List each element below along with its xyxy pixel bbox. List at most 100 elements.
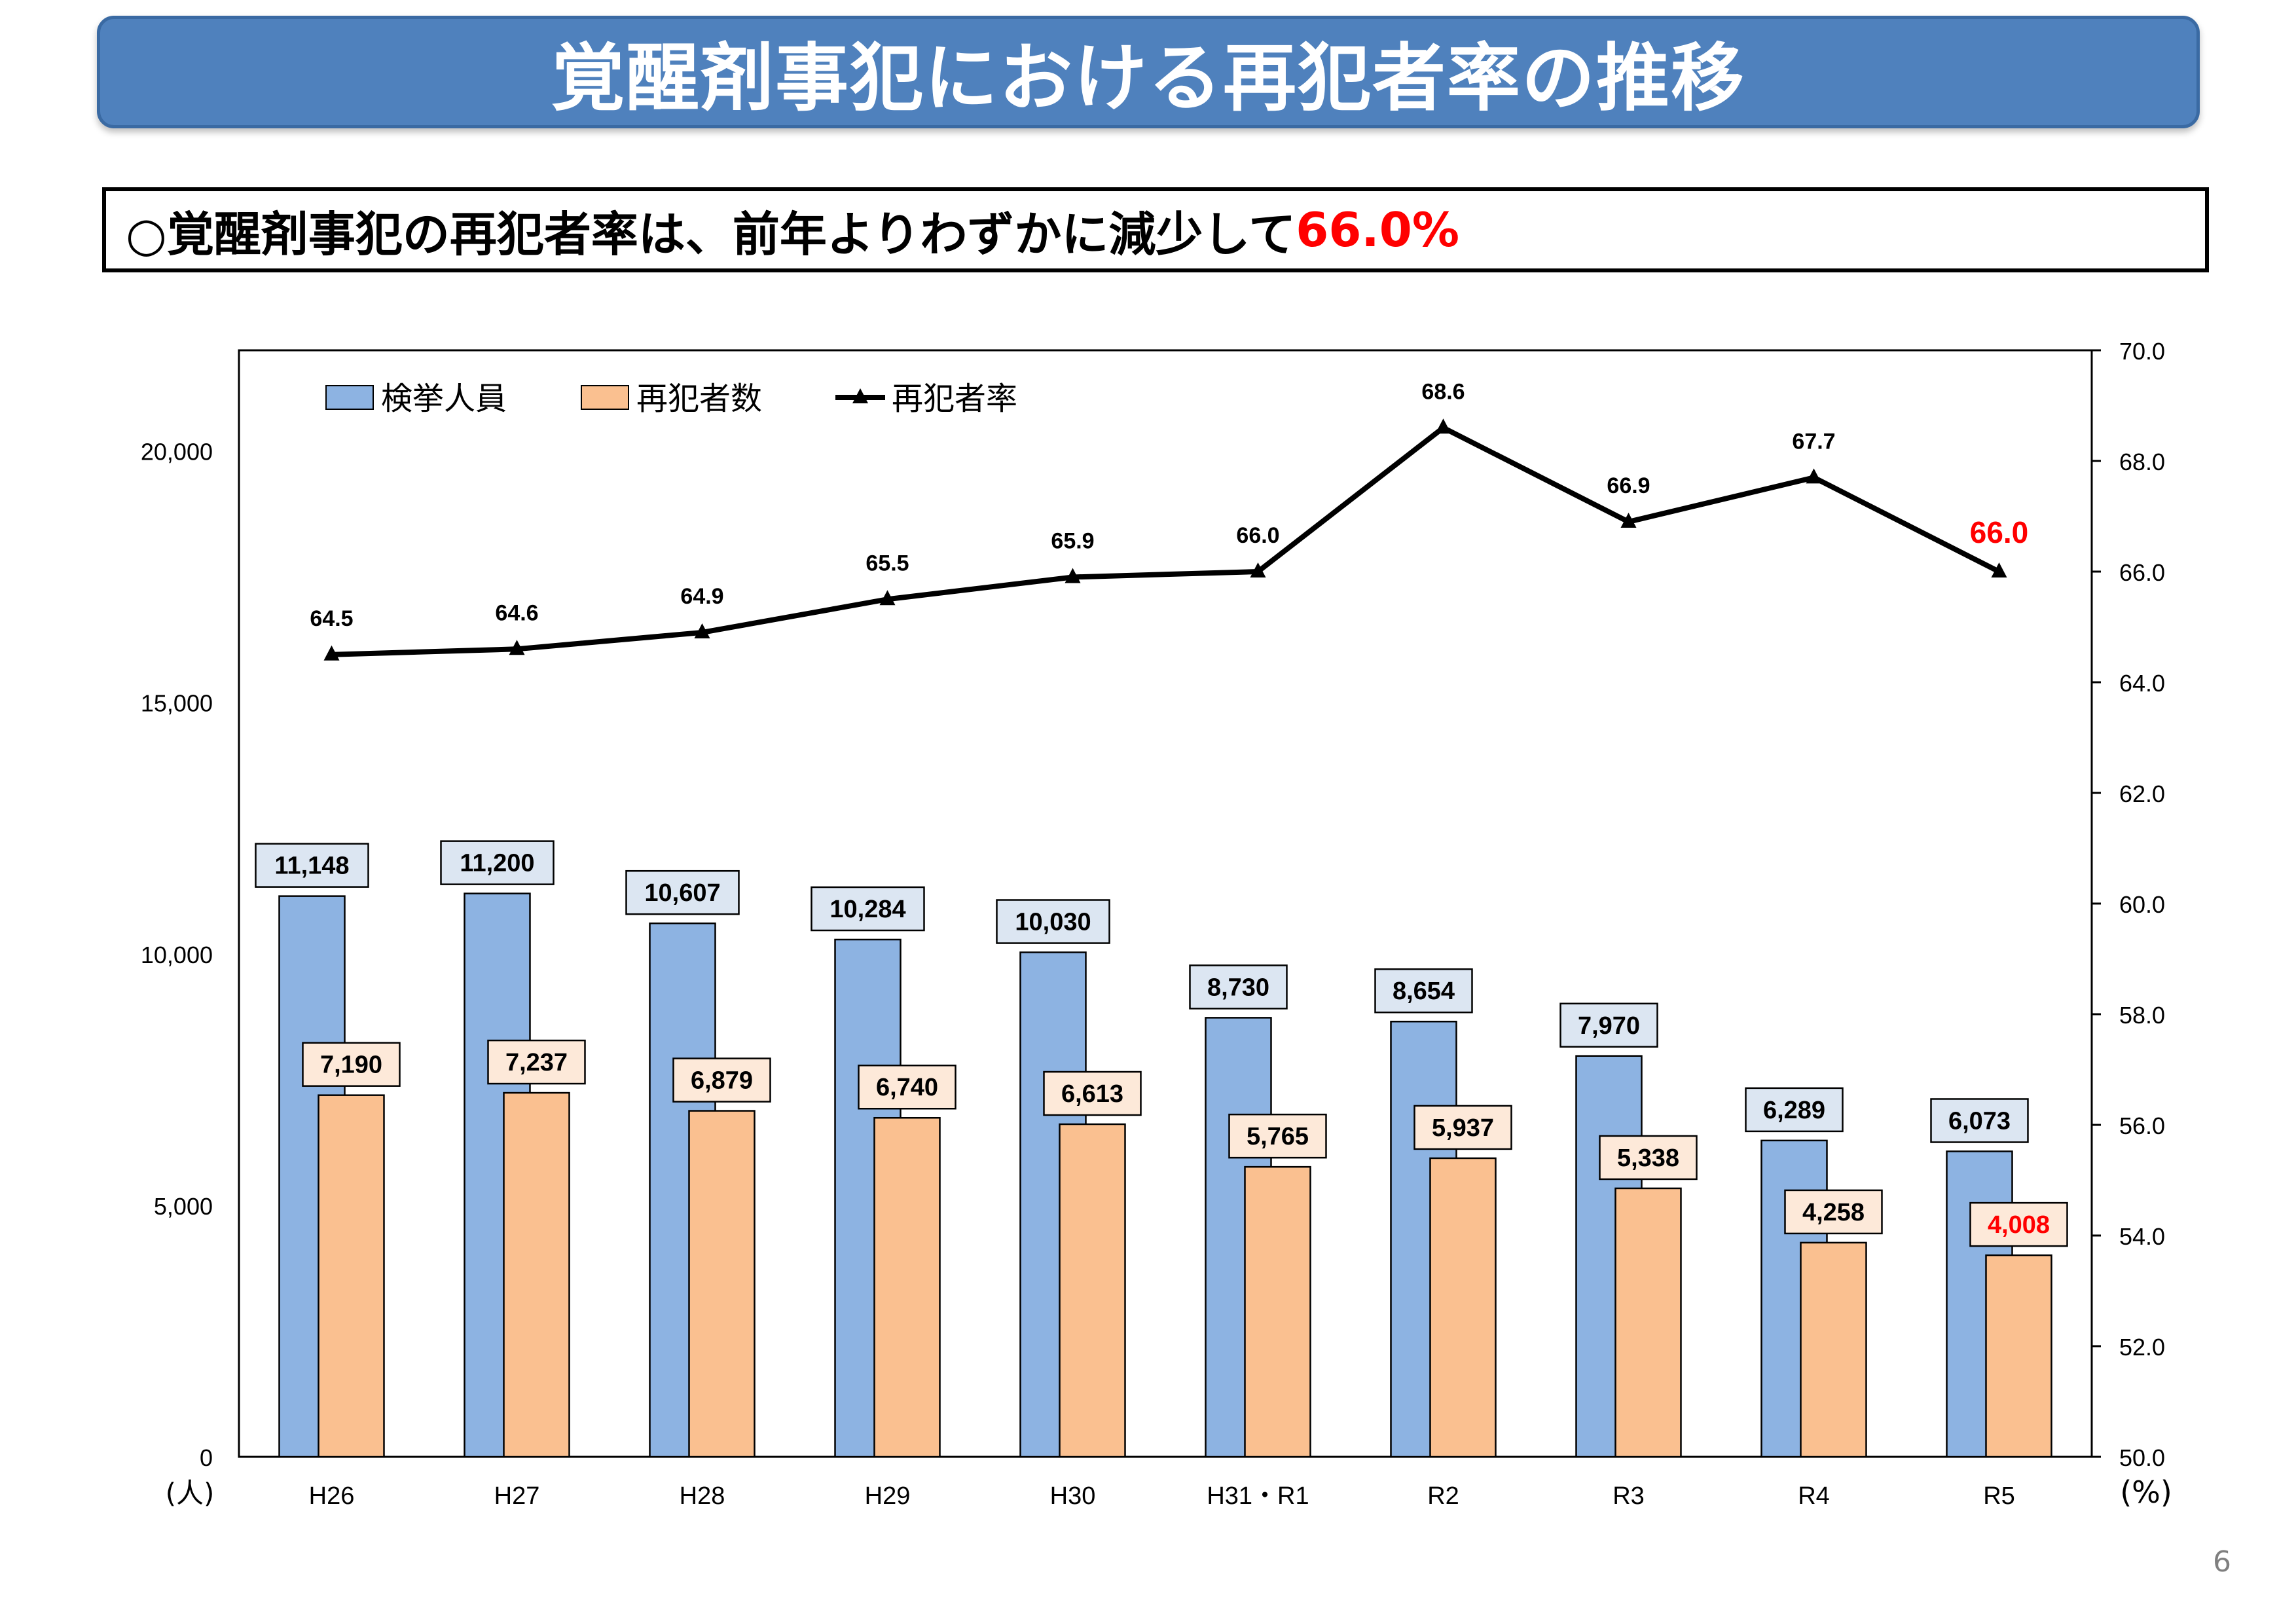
rate-data-label: 64.9	[680, 584, 723, 609]
right-tick-label: 50.0	[2119, 1444, 2165, 1471]
arrests-data-label-box	[440, 840, 555, 885]
category-label: H28	[680, 1482, 725, 1510]
recidivists-bar	[1244, 1165, 1311, 1458]
rate-data-label: 67.7	[1792, 429, 1835, 454]
legend-label-rate: 再犯者率	[892, 380, 1017, 417]
right-tick-label: 62.0	[2119, 780, 2165, 807]
rate-point	[323, 645, 340, 661]
right-tick-label: 58.0	[2119, 1002, 2165, 1029]
arrests-data-label-box	[255, 843, 369, 888]
rate-point	[879, 590, 896, 606]
recidivists-bar	[1429, 1157, 1497, 1458]
arrests-data-label-box	[996, 899, 1110, 944]
left-tick-label: 0	[200, 1444, 213, 1471]
recidivists-data-label-box	[1784, 1189, 1883, 1235]
category-label: R3	[1613, 1482, 1645, 1510]
right-tick-label: 54.0	[2119, 1223, 2165, 1250]
recidivists-data-label: 6,613	[1061, 1080, 1123, 1108]
recidivists-bar	[318, 1094, 385, 1458]
arrests-data-label: 6,073	[1948, 1107, 2011, 1135]
title-banner: 覚醒剤事犯における再犯者率の推移	[97, 16, 2200, 128]
rate-data-label: 65.9	[1051, 528, 1094, 553]
summary-highlight: 66.0%	[1296, 202, 1460, 257]
recidivists-data-label-box	[858, 1064, 957, 1110]
right-tick-label: 60.0	[2119, 891, 2165, 918]
recidivists-data-label: 4,258	[1802, 1199, 1865, 1226]
category-label: H26	[309, 1482, 355, 1510]
left-tick-label: 5,000	[154, 1193, 213, 1220]
page-title: 覚醒剤事犯における再犯者率の推移	[551, 36, 1745, 121]
rate-point	[694, 623, 710, 638]
left-tick-label: 15,000	[141, 690, 213, 717]
rate-point	[1991, 562, 2007, 577]
recidivists-data-label-box	[1969, 1201, 2068, 1247]
category-label: H31・R1	[1207, 1482, 1309, 1510]
arrests-data-label: 10,030	[1015, 909, 1091, 936]
recidivists-bar	[1059, 1123, 1126, 1458]
left-axis-unit: (人)	[166, 1477, 215, 1509]
right-tick-label: 68.0	[2119, 449, 2165, 475]
arrests-data-label: 6,289	[1763, 1097, 1825, 1124]
arrests-data-label-box	[811, 886, 925, 932]
rate-point	[1250, 562, 1266, 577]
recidivists-data-label-box	[487, 1039, 586, 1085]
right-tick-label: 56.0	[2119, 1112, 2165, 1139]
recidivists-data-label: 6,879	[691, 1067, 753, 1095]
rate-point	[1065, 568, 1081, 583]
rate-point	[1435, 418, 1451, 434]
rate-data-label: 65.5	[866, 551, 909, 576]
arrests-data-label: 11,148	[274, 852, 349, 880]
rate-data-label: 66.0	[1970, 515, 2029, 549]
summary-text: ○覚醒剤事犯の再犯者率は、前年よりわずかに減少して	[126, 206, 1296, 262]
arrests-data-label-box	[1745, 1087, 1844, 1133]
arrests-data-label-box	[1374, 968, 1473, 1014]
arrests-data-label-box	[625, 870, 740, 915]
recidivists-bar	[1800, 1241, 1867, 1458]
rate-data-label: 66.9	[1607, 473, 1650, 498]
category-label: H29	[865, 1482, 911, 1510]
recidivists-data-label: 7,237	[505, 1049, 568, 1076]
rate-data-label: 64.6	[495, 600, 538, 625]
arrests-data-label: 10,607	[644, 879, 720, 907]
legend-swatch-arrests	[325, 385, 374, 410]
rate-point	[1806, 468, 1822, 484]
right-axis-unit: (%)	[2120, 1475, 2172, 1510]
arrests-data-label: 7,970	[1578, 1012, 1640, 1040]
arrests-data-label: 11,200	[460, 850, 534, 877]
recidivists-bar	[873, 1116, 941, 1458]
recidivists-data-label: 5,765	[1247, 1123, 1309, 1150]
left-tick-label: 10,000	[141, 942, 213, 968]
arrests-data-label-box	[1189, 964, 1288, 1010]
arrests-data-label-box	[1559, 1002, 1658, 1048]
recidivists-data-label: 4,008	[1988, 1211, 2050, 1239]
recidivists-data-label-box	[1228, 1113, 1327, 1159]
recidivists-bar	[1985, 1254, 2052, 1458]
summary-box: ○覚醒剤事犯の再犯者率は、前年よりわずかに減少して 66.0%	[102, 187, 2209, 272]
recidivists-data-label-box	[302, 1042, 401, 1087]
recidivists-data-label: 5,937	[1432, 1114, 1494, 1142]
recidivists-bar	[1614, 1187, 1682, 1458]
recidivists-data-label-box	[1599, 1135, 1698, 1181]
category-label: H30	[1050, 1482, 1096, 1510]
right-tick-label: 70.0	[2119, 338, 2165, 365]
category-label: H27	[494, 1482, 540, 1510]
legend-marker-rate	[852, 388, 868, 403]
recidivists-data-label: 5,338	[1617, 1145, 1679, 1172]
category-label: R2	[1427, 1482, 1459, 1510]
arrests-data-label-box	[1930, 1098, 2029, 1143]
left-tick-label: 20,000	[141, 439, 213, 466]
right-tick-label: 64.0	[2119, 670, 2165, 697]
arrests-data-label: 8,730	[1207, 974, 1269, 1001]
legend-swatch-recidivists	[581, 385, 629, 410]
category-label: R4	[1798, 1482, 1830, 1510]
legend-label-arrests: 検挙人員	[381, 380, 507, 417]
rate-data-label: 64.5	[310, 606, 353, 631]
category-label: R5	[1983, 1482, 2015, 1510]
rate-data-label: 68.6	[1421, 379, 1465, 404]
recidivists-bar	[688, 1110, 756, 1458]
rate-point	[1620, 512, 1637, 528]
recidivists-data-label-box	[1413, 1105, 1512, 1150]
recidivists-data-label-box	[1043, 1071, 1142, 1116]
rate-line	[331, 425, 2001, 657]
